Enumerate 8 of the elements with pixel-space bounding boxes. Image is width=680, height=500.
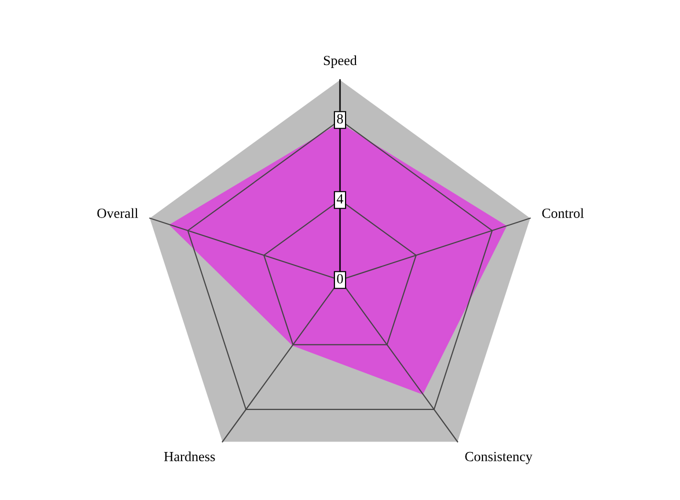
y-tick-label: 0 xyxy=(337,274,343,284)
spoke-label: Hardness xyxy=(164,452,215,462)
spoke-label: Control xyxy=(542,208,584,218)
y-tick-label: 4 xyxy=(336,194,344,204)
y-tick-label: 8 xyxy=(337,114,343,124)
spoke-label: Overall xyxy=(97,208,138,218)
spoke-label: Speed xyxy=(324,55,357,68)
spoke-label: Consistency xyxy=(465,452,532,464)
